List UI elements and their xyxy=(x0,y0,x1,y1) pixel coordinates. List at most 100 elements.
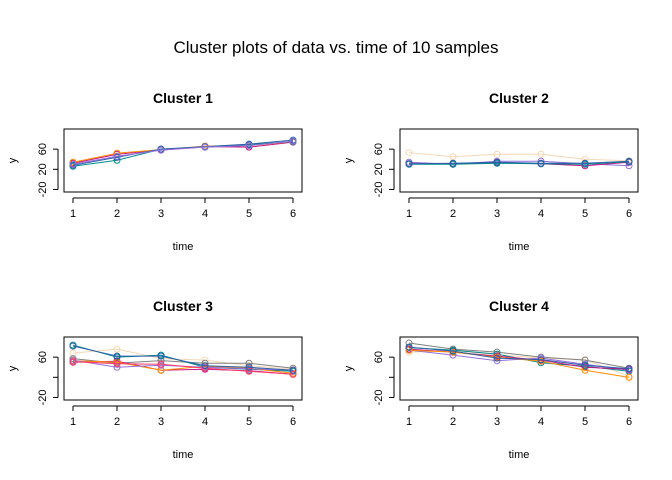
data-point xyxy=(157,352,165,360)
series-path xyxy=(72,344,294,372)
series-path xyxy=(408,152,630,162)
data-point xyxy=(449,153,457,161)
series-line xyxy=(69,342,297,374)
x-tick-label: 5 xyxy=(582,208,588,220)
data-point xyxy=(113,152,121,160)
x-tick-label: 6 xyxy=(290,208,296,220)
data-point xyxy=(245,367,253,375)
x-tick-label: 1 xyxy=(70,208,76,220)
x-tick-label: 1 xyxy=(70,416,76,428)
plot-frame xyxy=(399,128,639,193)
plot-frame xyxy=(63,128,303,193)
data-point xyxy=(493,150,501,158)
panel-cluster-4: Cluster 4 1 2 3 4 5 6 time -20 60 y xyxy=(343,298,639,461)
x-axis-label: time xyxy=(173,449,194,461)
series-path xyxy=(408,346,630,370)
series-path xyxy=(72,361,294,375)
data-point xyxy=(625,162,633,170)
data-point xyxy=(449,159,457,167)
panel-title: Cluster 3 xyxy=(153,298,213,314)
series-line xyxy=(405,343,633,373)
y-tick-label: 60 xyxy=(37,143,49,155)
data-point xyxy=(113,363,121,371)
y-tick-label: 20 xyxy=(373,163,385,175)
x-tick-label: 2 xyxy=(114,416,120,428)
series-path xyxy=(72,141,294,164)
x-tick-label: 2 xyxy=(114,208,120,220)
data-point xyxy=(537,356,545,364)
panel-title: Cluster 1 xyxy=(153,90,213,106)
panel-cluster-2: Cluster 2 1 2 3 4 5 6 time -20 20 60 y xyxy=(343,90,639,253)
y-axis-label: y xyxy=(343,365,355,371)
data-point xyxy=(537,150,545,158)
data-point xyxy=(289,137,297,145)
plot-frame xyxy=(399,336,639,401)
y-tick-label: -20 xyxy=(37,390,49,406)
y-axis-label: y xyxy=(7,157,19,163)
series-line xyxy=(405,347,633,380)
data-point xyxy=(449,347,457,355)
y-tick-label: -20 xyxy=(37,182,49,198)
x-tick-label: 2 xyxy=(450,416,456,428)
main-title: Cluster plots of data vs. time of 10 sam… xyxy=(173,38,498,57)
series-line xyxy=(69,136,297,169)
series-path xyxy=(72,348,294,370)
series-path xyxy=(72,139,294,166)
data-point xyxy=(113,345,121,353)
data-point xyxy=(69,358,77,366)
plot-frame xyxy=(63,336,303,401)
data-point xyxy=(493,354,501,362)
data-point xyxy=(625,365,633,373)
x-tick-label: 2 xyxy=(450,208,456,220)
data-point xyxy=(69,342,77,350)
series-path xyxy=(408,342,630,369)
panel-title: Cluster 2 xyxy=(489,90,549,106)
x-tick-label: 5 xyxy=(582,416,588,428)
y-tick-label: 60 xyxy=(37,351,49,363)
data-point xyxy=(157,146,165,154)
data-point xyxy=(113,360,121,368)
x-tick-label: 4 xyxy=(202,416,208,428)
y-tick-label: -20 xyxy=(373,390,385,406)
data-point xyxy=(581,361,589,369)
series-path xyxy=(72,140,294,165)
panel-title: Cluster 4 xyxy=(489,298,549,314)
x-tick-label: 5 xyxy=(246,416,252,428)
x-tick-label: 3 xyxy=(494,416,500,428)
x-tick-label: 1 xyxy=(406,208,412,220)
x-axis-label: time xyxy=(173,241,194,253)
data-point xyxy=(537,159,545,167)
series-path xyxy=(72,358,294,369)
data-point xyxy=(157,360,165,368)
series-path xyxy=(409,161,630,165)
series-line xyxy=(69,137,297,168)
x-axis-label: time xyxy=(509,449,530,461)
data-point xyxy=(625,157,633,165)
x-tick-label: 6 xyxy=(290,416,296,428)
x-axis-label: time xyxy=(509,241,530,253)
data-point xyxy=(201,362,209,370)
x-tick-label: 3 xyxy=(158,208,164,220)
x-tick-label: 6 xyxy=(626,208,632,220)
x-tick-label: 3 xyxy=(494,208,500,220)
data-point xyxy=(245,142,253,150)
data-point xyxy=(201,143,209,151)
series-line xyxy=(405,346,633,381)
x-tick-label: 6 xyxy=(626,416,632,428)
y-axis-label: y xyxy=(343,157,355,163)
y-tick-label: 60 xyxy=(373,143,385,155)
data-point xyxy=(625,373,633,381)
series-path xyxy=(72,345,294,371)
data-point xyxy=(289,370,297,378)
data-point xyxy=(581,366,589,374)
data-point xyxy=(289,366,297,374)
y-tick-label: -20 xyxy=(373,182,385,198)
data-point xyxy=(581,155,589,163)
panel-cluster-3: Cluster 3 1 2 3 4 5 6 time -20 60 y xyxy=(7,298,303,461)
y-axis-label: y xyxy=(7,365,19,371)
y-tick-label: 60 xyxy=(373,351,385,363)
panel-cluster-1: Cluster 1 1 2 3 4 5 6 time -20 20 60 y xyxy=(7,90,303,253)
x-tick-label: 4 xyxy=(202,208,208,220)
data-point xyxy=(405,343,413,351)
